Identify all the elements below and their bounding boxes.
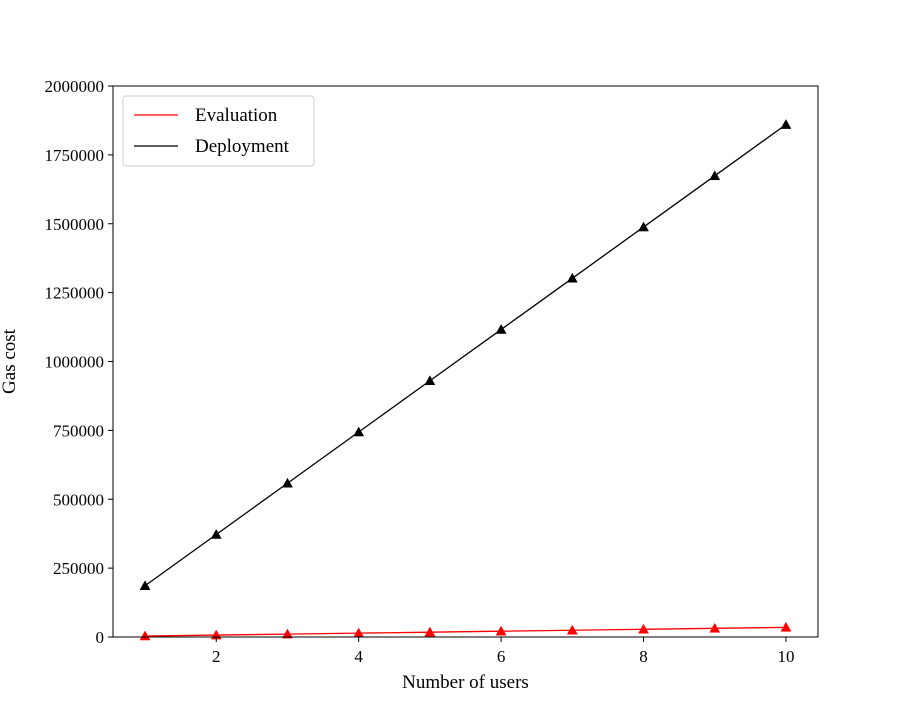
x-tick-label: 10 bbox=[777, 647, 794, 666]
plot-area bbox=[113, 86, 818, 637]
y-tick-label: 250000 bbox=[53, 559, 104, 578]
data-point-evaluation bbox=[780, 621, 792, 632]
data-point-deployment bbox=[495, 324, 507, 334]
x-tick-label: 4 bbox=[354, 647, 363, 666]
data-point-deployment bbox=[353, 426, 365, 437]
legend-box bbox=[122, 95, 315, 167]
series-evaluation bbox=[139, 621, 792, 641]
x-tick-label: 8 bbox=[639, 647, 648, 666]
y-tick-label: 500000 bbox=[53, 490, 104, 509]
legend-label-deployment: Deployment bbox=[195, 136, 290, 157]
y-tick-label: 1250000 bbox=[45, 284, 105, 303]
y-tick-label: 1750000 bbox=[45, 146, 105, 165]
data-point-evaluation bbox=[709, 622, 721, 633]
x-tick-label: 2 bbox=[212, 647, 221, 666]
data-point-deployment bbox=[282, 477, 293, 488]
legend: Evaluation Deployment bbox=[122, 95, 315, 167]
data-point-deployment bbox=[210, 528, 222, 539]
y-tick-label: 2000000 bbox=[45, 77, 105, 96]
series-deployment bbox=[139, 119, 792, 591]
y-tick-label: 750000 bbox=[53, 421, 104, 440]
x-tick-label: 6 bbox=[497, 647, 506, 666]
data-point-deployment bbox=[638, 221, 649, 232]
series-line-evaluation bbox=[145, 626, 786, 637]
series-layer bbox=[139, 119, 792, 641]
data-point-evaluation bbox=[424, 626, 436, 637]
data-point-deployment bbox=[780, 119, 792, 129]
data-point-deployment bbox=[566, 272, 578, 283]
data-point-evaluation bbox=[638, 623, 649, 634]
data-point-deployment bbox=[139, 580, 151, 591]
data-point-deployment bbox=[424, 375, 436, 386]
data-point-evaluation bbox=[495, 625, 507, 636]
y-axis-label: Gas cost bbox=[0, 328, 20, 394]
y-tick-label: 1500000 bbox=[45, 215, 105, 234]
y-tick-label: 1000000 bbox=[45, 353, 105, 372]
y-axis: 0 250000 500000 750000 1000000 1250000 1500000… bbox=[45, 77, 113, 647]
x-axis: 2 4 6 8 10 bbox=[212, 637, 794, 666]
x-axis-label: Number of users bbox=[402, 672, 529, 693]
y-tick-label: 0 bbox=[96, 628, 105, 647]
data-point-evaluation bbox=[566, 624, 578, 635]
legend-label-evaluation: Evaluation bbox=[195, 105, 278, 126]
data-point-deployment bbox=[709, 170, 721, 181]
data-point-evaluation bbox=[139, 630, 151, 641]
data-point-evaluation bbox=[282, 628, 293, 639]
series-line-deployment bbox=[144, 124, 787, 587]
